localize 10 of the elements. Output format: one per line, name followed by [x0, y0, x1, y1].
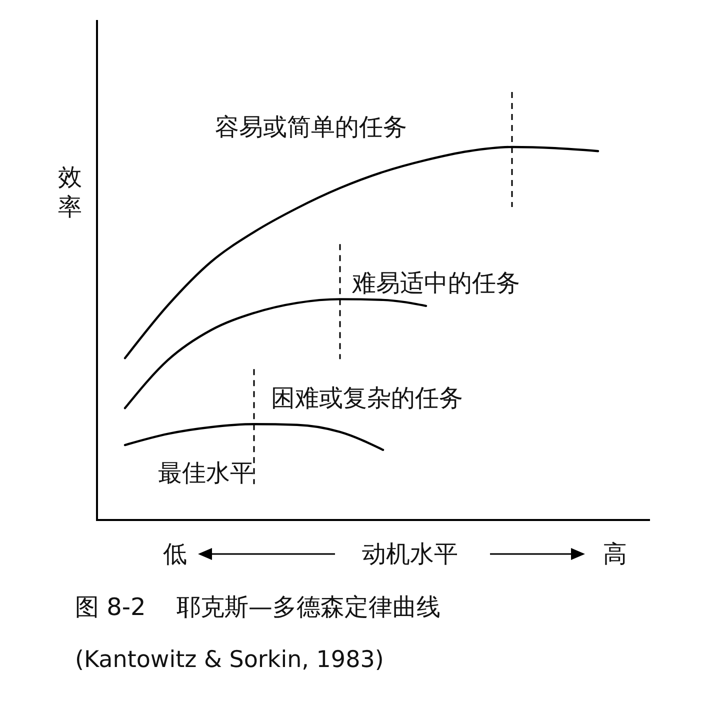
- series-label: 难易适中的任务: [351, 269, 520, 298]
- text: 高: [603, 540, 627, 568]
- y-axis-title: 效率: [58, 163, 82, 221]
- text: 图 8-2 耶克斯—多德森定律曲线: [75, 593, 440, 621]
- series-label: 困难或复杂的任务: [271, 384, 463, 412]
- annotation: 最佳水平: [158, 459, 254, 487]
- series-label: 容易或简单的任务: [215, 113, 407, 141]
- text: 低: [163, 540, 187, 568]
- text: (Kantowitz & Sorkin, 1983): [75, 647, 384, 673]
- x-axis-title: 动机水平: [362, 540, 458, 568]
